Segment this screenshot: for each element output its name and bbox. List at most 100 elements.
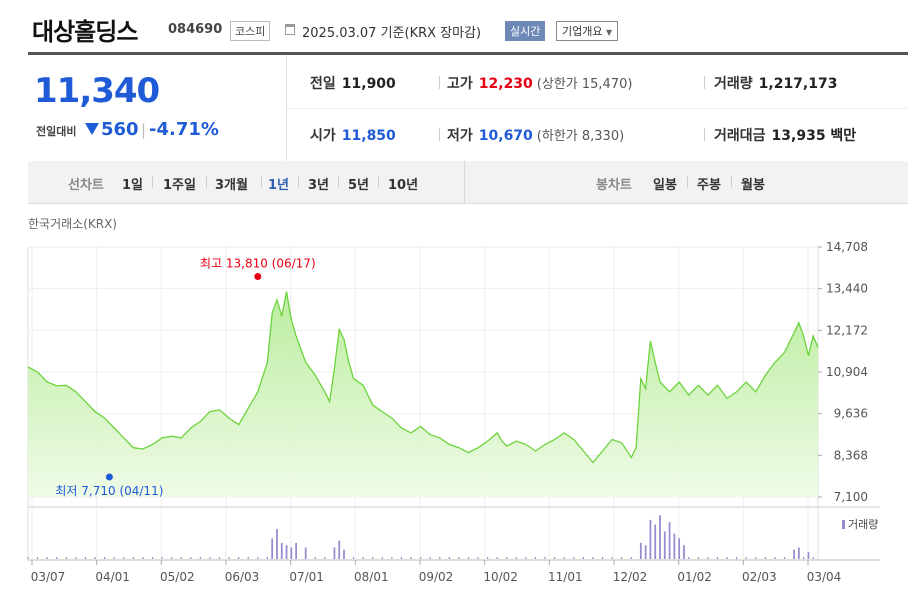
stat-volume-label: 거래량 <box>714 76 753 92</box>
change-separator: | <box>141 121 147 139</box>
y-tick-label: 12,172 <box>826 323 868 337</box>
stats-row-divider <box>287 108 908 109</box>
volume-bar <box>36 557 39 559</box>
volume-bar <box>295 542 298 559</box>
tab-weekly[interactable]: 주봉 <box>697 178 721 193</box>
volume-bar <box>362 557 364 559</box>
volume-bar <box>477 557 479 559</box>
tab-3year[interactable]: 3년 <box>308 178 330 193</box>
realtime-button[interactable]: 실시간 <box>505 21 546 41</box>
volume-bar <box>56 557 58 559</box>
volume-bar <box>554 557 556 559</box>
x-tick-label: 05/02 <box>160 570 195 584</box>
volume-bar <box>506 557 508 559</box>
stat-amount: 거래대금 13,935 백만 <box>714 125 856 145</box>
down-arrow-icon <box>85 123 99 135</box>
volume-bar <box>113 557 115 559</box>
tab-monthly[interactable]: 월봉 <box>741 178 765 193</box>
volume-bar <box>630 557 632 559</box>
stat-open-label: 시가 <box>310 128 336 144</box>
volume-bar <box>46 557 48 559</box>
stat-prev: 전일 11,900 <box>310 73 396 93</box>
volume-bar <box>515 557 517 559</box>
volume-bars: 거래량 <box>27 515 878 559</box>
tab-10year[interactable]: 10년 <box>388 178 419 193</box>
x-tick-label: 04/01 <box>95 570 130 584</box>
y-tick-label: 7,100 <box>834 490 868 504</box>
price-change: 560 <box>101 119 139 140</box>
volume-bar <box>812 557 814 559</box>
y-axis: 14,708 13,440 12,172 10,904 9,636 8,368 7,100 <box>818 240 868 504</box>
change-label: 전일대비 <box>36 125 77 138</box>
volume-bar <box>755 557 757 559</box>
corp-overview-dropdown[interactable]: 기업개요 ▼ <box>556 21 619 41</box>
tab-daily[interactable]: 일봉 <box>653 178 677 193</box>
volume-bar <box>673 533 676 559</box>
date-basis: 기준(KRX 장마감) <box>380 26 482 41</box>
stat-prev-value: 11,900 <box>341 76 396 92</box>
volume-bar <box>343 549 345 559</box>
x-tick-label: 12/02 <box>613 570 648 584</box>
volume-bar <box>467 557 470 559</box>
volume-bar <box>190 557 192 559</box>
volume-bar <box>400 557 403 559</box>
volume-bar <box>496 557 498 559</box>
volume-bar <box>420 557 422 559</box>
volume-bar <box>803 557 805 559</box>
tab-1day[interactable]: 1일 <box>122 178 144 193</box>
volume-bar <box>797 547 800 559</box>
tab-1week[interactable]: 1주일 <box>163 178 196 193</box>
volume-bar <box>314 557 316 559</box>
stat-pipe <box>439 76 440 89</box>
low-point-marker <box>105 473 113 481</box>
volume-bar <box>644 545 647 559</box>
volume-bar <box>391 557 393 559</box>
volume-bar <box>372 557 374 559</box>
volume-bar <box>171 557 173 559</box>
low-point-label: 최저 7,710 (04/11) <box>55 484 163 498</box>
volume-bar <box>75 557 77 559</box>
volume-bar <box>123 557 125 559</box>
stat-volume: 거래량 1,217,173 <box>714 73 837 93</box>
price-area-fill <box>28 291 818 497</box>
volume-legend-swatch <box>842 520 845 529</box>
price-chart[interactable]: 최고 13,810 (06/17) 최저 7,710 (04/11) 14,708… <box>0 235 908 614</box>
tab-5year[interactable]: 5년 <box>348 178 370 193</box>
stat-low-value: 10,670 <box>478 128 533 144</box>
volume-bar <box>285 545 288 559</box>
volume-bar <box>338 540 341 559</box>
volume-bar <box>257 557 259 559</box>
exchange-label: 한국거래소(KRX) <box>28 217 117 231</box>
volume-bar <box>716 557 719 559</box>
volume-bar <box>27 557 29 559</box>
high-point-label: 최고 13,810 (06/17) <box>200 257 316 271</box>
volume-bar <box>151 557 154 559</box>
tab-separator <box>298 176 299 188</box>
stat-pipe <box>704 128 705 141</box>
stat-prev-label: 전일 <box>310 76 336 92</box>
volume-bar <box>774 557 776 559</box>
volume-bar <box>104 557 106 559</box>
line-chart-label: 선차트 <box>68 178 104 193</box>
stat-amount-value: 13,935 백만 <box>771 128 857 144</box>
chevron-down-icon: ▼ <box>605 28 613 37</box>
stock-code: 084690 <box>168 22 223 37</box>
chart-period-tabs: 선차트 1일 1주일 3개월 1년 3년 5년 10년 봉차트 일봉 주봉 월봉 <box>28 161 908 204</box>
y-tick-label: 10,904 <box>826 365 868 379</box>
volume-bar <box>764 557 766 559</box>
volume-bar <box>199 557 201 559</box>
tab-3month[interactable]: 3개월 <box>215 178 248 193</box>
as-of-date: 2025.03.07 기준(KRX 장마감) <box>302 22 481 41</box>
tab-1year[interactable]: 1년 <box>268 178 290 193</box>
stat-low: 저가 10,670 (하한가 8,330) <box>447 125 624 145</box>
volume-bar <box>448 557 450 559</box>
price-summary: 11,340 전일대비 560 | -4.71% 전일 11,900 고가 12,2… <box>28 55 908 162</box>
volume-bar <box>807 552 810 559</box>
tab-separator <box>206 176 207 188</box>
volume-bar <box>132 557 134 559</box>
volume-bar <box>142 557 144 559</box>
x-tick-label: 01/02 <box>677 570 712 584</box>
tab-separator <box>378 176 379 188</box>
volume-bar <box>271 538 274 559</box>
stat-high-label: 고가 <box>447 76 473 92</box>
